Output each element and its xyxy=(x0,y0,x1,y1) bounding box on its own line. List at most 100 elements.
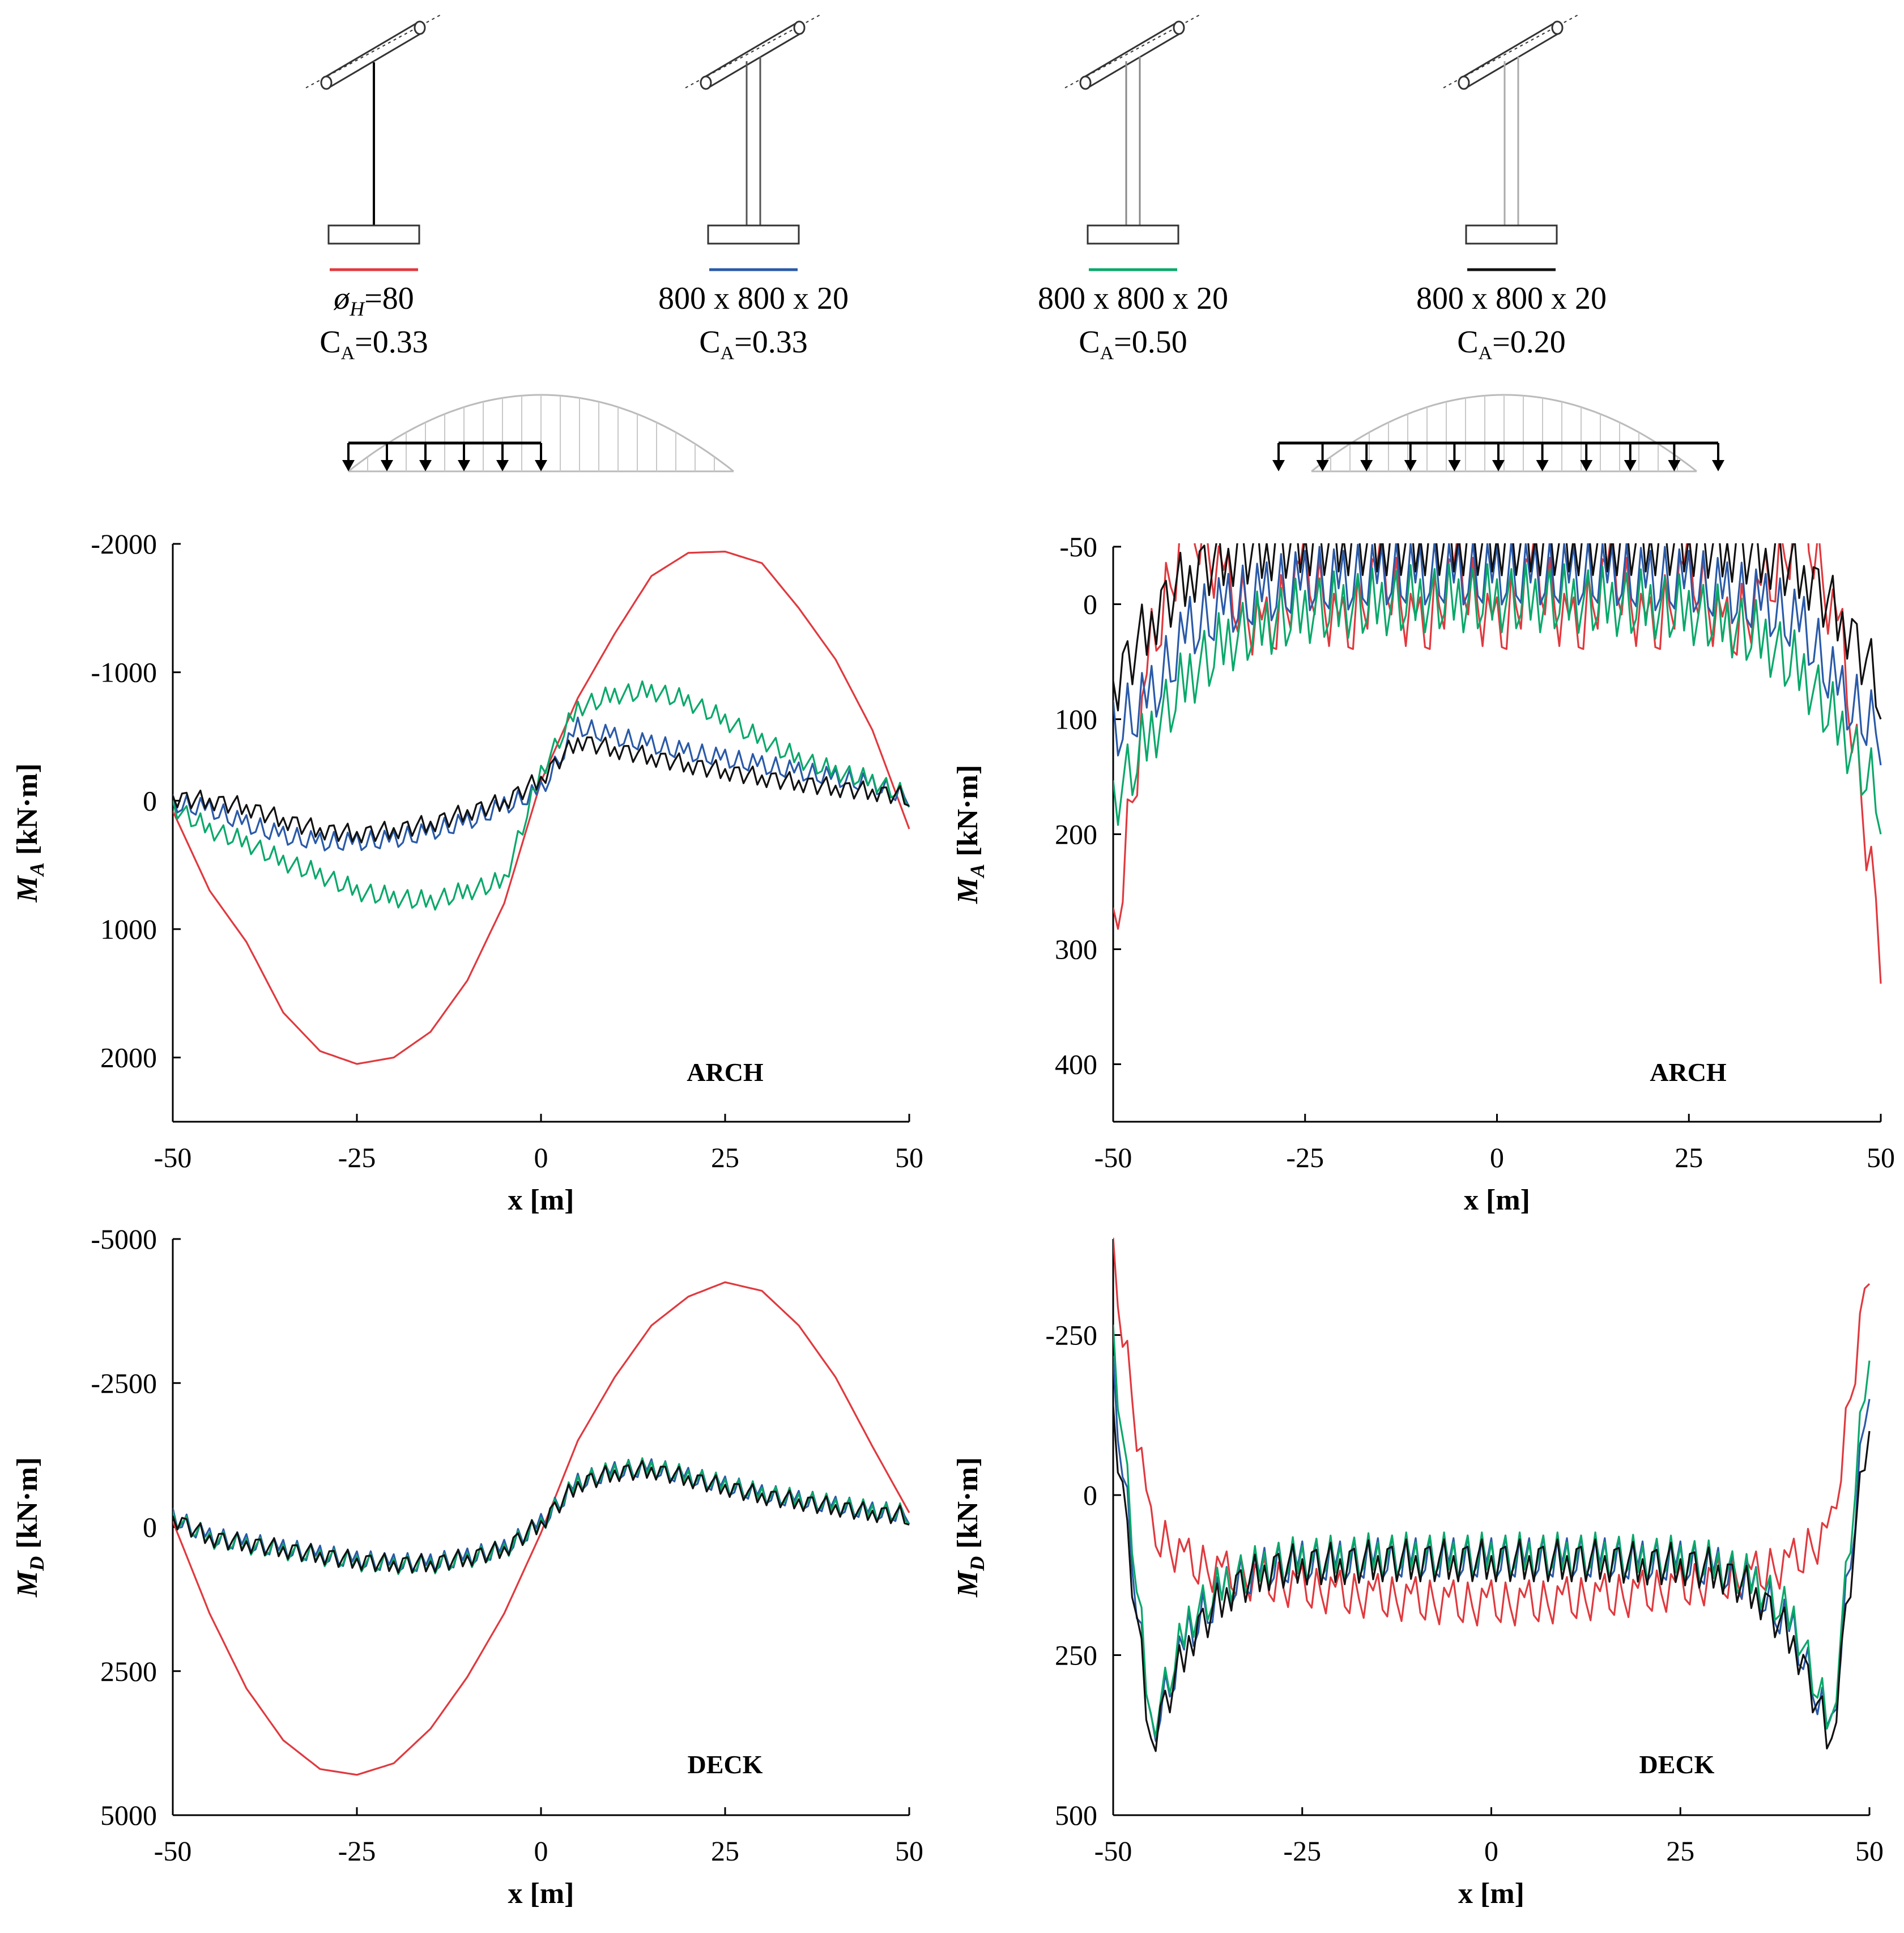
y-tick-label: 400 xyxy=(1055,1049,1097,1080)
arch-tube-edge xyxy=(323,22,418,79)
legend-item: øH=80 CA=0.33 xyxy=(305,14,442,364)
load-arrow-head xyxy=(1668,460,1681,471)
arch-tube-edge xyxy=(328,32,423,89)
legend-section-label: øH=80 xyxy=(333,281,414,320)
arch-tube-end xyxy=(700,75,712,90)
x-tick-label: 0 xyxy=(1490,1142,1504,1173)
x-tick-label: 0 xyxy=(1484,1835,1498,1867)
y-tick-label: 500 xyxy=(1055,1799,1097,1831)
chart-deck-half-load: -50 -25 0 25 50 -5000 -2500 0 2500 5000 x [m] MD [k… xyxy=(11,1223,923,1910)
chart-arch-full-load: -50 -25 0 25 50 -50 0 100 200 300 400 x [m] MA [kN·m… xyxy=(952,531,1895,1216)
x-tick-label: -25 xyxy=(1286,1142,1324,1173)
x-tick-label: 0 xyxy=(534,1835,548,1867)
legend-item: 800 x 800 x 20 CA=0.33 xyxy=(658,14,849,364)
load-arrow-head xyxy=(535,460,547,471)
arch-tube-end xyxy=(1079,75,1092,90)
arch-tube-edge xyxy=(708,32,802,89)
arch-tube-edge xyxy=(1083,22,1177,79)
y-tick-label: 0 xyxy=(1083,589,1097,620)
y-tick-label: -5000 xyxy=(91,1223,157,1255)
legend-ca-label: CA=0.20 xyxy=(1457,325,1566,364)
y-tick-label: -2000 xyxy=(91,528,157,560)
series-line xyxy=(1113,563,1882,834)
y-tick-label: -250 xyxy=(1045,1319,1097,1351)
chart-tag: DECK xyxy=(688,1750,763,1779)
y-axis-label: MD [kN·m] xyxy=(952,1457,989,1598)
legend-section-label: 800 x 800 x 20 xyxy=(1416,281,1607,316)
x-axis-label: x [m] xyxy=(1458,1877,1524,1910)
x-tick-label: -25 xyxy=(338,1142,376,1173)
chart-arch-half-load: -50 -25 0 25 50 -2000 -1000 0 1000 2000 x [m] MA [k… xyxy=(11,528,923,1216)
y-tick-label: -1000 xyxy=(91,657,157,688)
full-load-diagram xyxy=(1272,394,1724,472)
x-tick-label: -50 xyxy=(1094,1142,1132,1173)
arch-tube-edge xyxy=(703,22,798,79)
y-tick-label: 2500 xyxy=(100,1655,157,1687)
y-tick-label: 2000 xyxy=(100,1042,157,1074)
x-tick-label: 50 xyxy=(1867,1142,1895,1173)
y-tick-label: -2500 xyxy=(91,1367,157,1399)
arch-tube-end xyxy=(1173,20,1185,35)
series-line xyxy=(173,680,910,911)
y-tick-label: 0 xyxy=(1083,1479,1097,1511)
arch-tube-edge xyxy=(1461,22,1556,79)
arch-tube-end xyxy=(1551,20,1564,35)
legend-ca-label: CA=0.33 xyxy=(699,325,808,364)
arch-tube-end xyxy=(1458,75,1470,90)
arch-tube-end xyxy=(320,75,333,90)
series-line xyxy=(1113,1325,1871,1738)
series-line xyxy=(173,1460,910,1574)
load-arrow-head xyxy=(496,460,509,471)
series-line xyxy=(1113,543,1882,765)
chart-tag: ARCH xyxy=(1650,1058,1727,1087)
series-line xyxy=(1113,543,1882,720)
series-line xyxy=(173,1281,910,1776)
chart-tag: ARCH xyxy=(687,1058,764,1087)
chart-tag: DECK xyxy=(1639,1750,1715,1779)
x-tick-label: 50 xyxy=(895,1835,923,1867)
y-tick-label: -50 xyxy=(1059,531,1097,563)
x-tick-label: 50 xyxy=(895,1142,923,1173)
x-axis-label: x [m] xyxy=(508,1184,574,1216)
load-arrow-head xyxy=(419,460,432,471)
load-arrow-head xyxy=(381,460,393,471)
load-arrow-head xyxy=(1624,460,1637,471)
deck-block xyxy=(707,224,800,245)
series-line xyxy=(1113,1355,1871,1742)
y-tick-label: 1000 xyxy=(100,913,157,945)
load-arrow-head xyxy=(1580,460,1593,471)
load-arrow-head xyxy=(1492,460,1505,471)
x-tick-label: -50 xyxy=(154,1142,192,1173)
legend-item: 800 x 800 x 20 CA=0.20 xyxy=(1416,14,1607,364)
x-tick-label: -50 xyxy=(154,1835,192,1867)
legend-ca-label: CA=0.50 xyxy=(1079,325,1187,364)
x-tick-label: 25 xyxy=(711,1142,739,1173)
legend-section-label: 800 x 800 x 20 xyxy=(658,281,849,316)
y-tick-label: 5000 xyxy=(100,1799,157,1831)
x-tick-label: 50 xyxy=(1855,1835,1884,1867)
y-tick-label: 0 xyxy=(143,785,157,816)
load-arrow-head xyxy=(342,460,355,471)
arch-tube-edge xyxy=(1466,32,1560,89)
legend-item: 800 x 800 x 20 CA=0.50 xyxy=(1038,14,1228,364)
x-tick-label: 25 xyxy=(711,1835,739,1867)
y-tick-label: 100 xyxy=(1055,704,1097,735)
deck-block xyxy=(1465,224,1558,245)
legend-ca-label: CA=0.33 xyxy=(320,325,428,364)
load-arrow-head xyxy=(1360,460,1373,471)
x-tick-label: 25 xyxy=(1675,1142,1703,1173)
y-axis-label: MD [kN·m] xyxy=(11,1457,48,1598)
y-tick-label: 300 xyxy=(1055,934,1097,965)
x-tick-label: -25 xyxy=(1283,1835,1321,1867)
series-line xyxy=(173,1458,910,1573)
x-axis-label: x [m] xyxy=(1464,1184,1530,1216)
load-arrow-head xyxy=(1316,460,1329,471)
load-arrow-head xyxy=(1448,460,1461,471)
deck-block xyxy=(327,224,420,245)
x-tick-label: 0 xyxy=(534,1142,548,1173)
load-arrow-head xyxy=(458,460,470,471)
y-tick-label: 200 xyxy=(1055,819,1097,850)
arch-tube-end xyxy=(414,20,426,35)
